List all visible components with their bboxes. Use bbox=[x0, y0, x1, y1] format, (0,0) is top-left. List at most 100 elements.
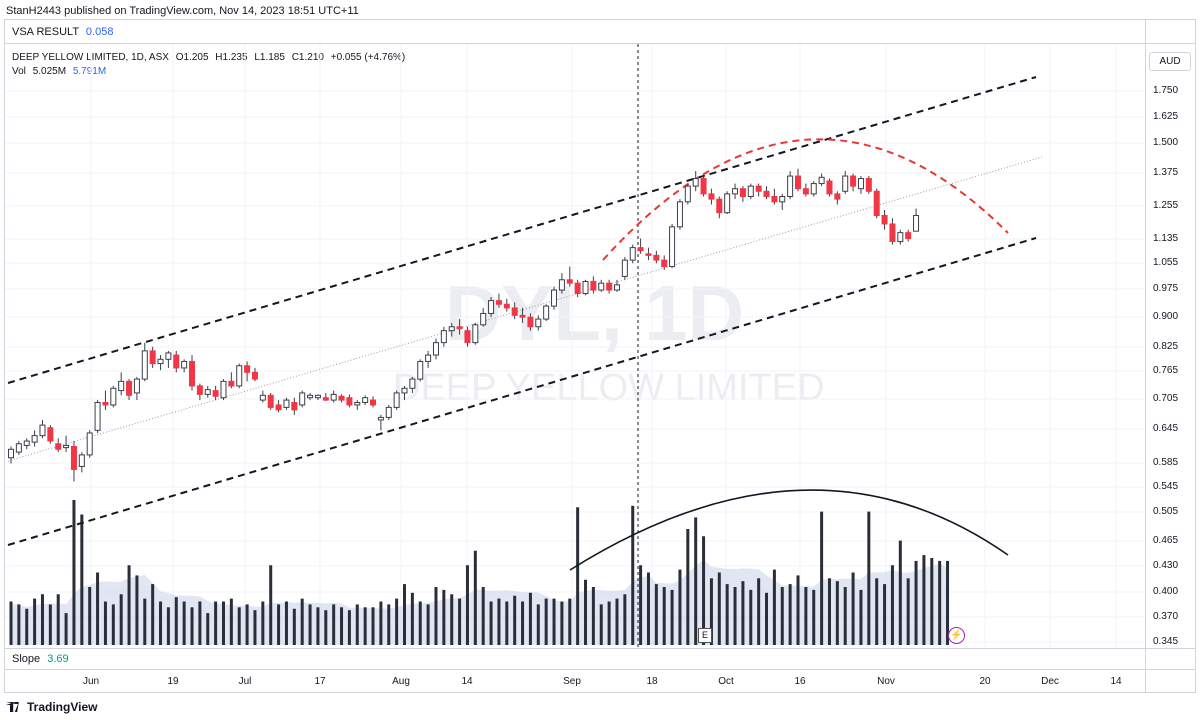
tradingview-logo[interactable]: TradingView bbox=[6, 700, 97, 714]
volume-bar bbox=[584, 579, 588, 645]
y-tick-label: 1.375 bbox=[1153, 167, 1179, 178]
volume-bar bbox=[796, 575, 800, 645]
vsa-legend[interactable]: VSA RESULT 0.058 bbox=[12, 26, 113, 38]
candle-body bbox=[637, 247, 644, 252]
volume-bar bbox=[40, 594, 44, 645]
volume-ma-value: 5.791M bbox=[72, 66, 107, 77]
volume-bar bbox=[576, 507, 580, 645]
volume-bar bbox=[914, 560, 918, 645]
candle-body bbox=[23, 440, 30, 446]
volume-bar bbox=[206, 613, 210, 645]
candle-body bbox=[889, 223, 896, 243]
volume-bar bbox=[505, 601, 509, 645]
watermark-company: DEEP YELLOW LIMITED bbox=[393, 367, 825, 409]
brand-label: TradingView bbox=[27, 700, 98, 714]
volume-bar bbox=[72, 500, 76, 645]
candle-body bbox=[842, 175, 849, 192]
candle-body bbox=[692, 178, 699, 187]
x-tick-label: 14 bbox=[461, 676, 473, 687]
volume-bar bbox=[859, 589, 863, 645]
volume-bar bbox=[788, 584, 792, 645]
volume-bar bbox=[64, 613, 68, 645]
candle-body bbox=[338, 395, 345, 401]
pane-separator-top bbox=[4, 43, 1196, 44]
volume-bar bbox=[17, 604, 21, 645]
volume-bar bbox=[694, 517, 698, 645]
candle-body bbox=[118, 380, 125, 392]
candle-body bbox=[905, 232, 912, 240]
y-tick-label: 0.585 bbox=[1153, 457, 1179, 468]
volume-bar bbox=[686, 529, 690, 645]
y-tick-label: 0.975 bbox=[1153, 283, 1179, 294]
candle-body bbox=[401, 387, 408, 394]
x-tick-label: 16 bbox=[794, 676, 806, 687]
volume-bar bbox=[316, 607, 320, 645]
candle-body bbox=[511, 307, 518, 316]
candle-body bbox=[834, 193, 841, 200]
volume-bar bbox=[875, 578, 879, 645]
x-tick-label: 19 bbox=[167, 676, 179, 687]
symbol-legend[interactable]: DEEP YELLOW LIMITED, 1D, ASX O1.205 H1.2… bbox=[12, 52, 405, 63]
earnings-badge[interactable]: E bbox=[698, 628, 712, 643]
volume-bar bbox=[772, 569, 776, 645]
slope-label: Slope bbox=[12, 653, 41, 665]
volume-bar bbox=[615, 598, 619, 645]
candle-body bbox=[78, 454, 85, 467]
price-arc bbox=[602, 138, 1009, 261]
candle-body bbox=[897, 232, 904, 243]
volume-bar bbox=[332, 604, 336, 645]
candle-body bbox=[126, 380, 133, 396]
x-tick-label: 18 bbox=[646, 676, 658, 687]
candle-body bbox=[881, 214, 888, 225]
candle-body bbox=[676, 201, 683, 228]
candle-body bbox=[251, 371, 258, 380]
volume-bar bbox=[812, 589, 816, 645]
volume-value: 5.025M bbox=[32, 66, 67, 77]
candle-body bbox=[574, 282, 581, 295]
volume-bar bbox=[725, 584, 729, 645]
candle-body bbox=[204, 389, 211, 395]
candle-body bbox=[771, 196, 778, 203]
volume-bar bbox=[347, 610, 351, 645]
volume-bar bbox=[143, 598, 147, 645]
volume-bar bbox=[702, 536, 706, 645]
volume-bar bbox=[300, 598, 304, 645]
volume-bar bbox=[159, 601, 163, 645]
volume-legend[interactable]: Vol 5.025M 5.791M bbox=[12, 66, 106, 77]
candle-body bbox=[606, 282, 613, 291]
dividend-icon[interactable]: ⚡ bbox=[948, 627, 965, 644]
candle-body bbox=[173, 354, 180, 369]
volume-label: Vol bbox=[12, 66, 26, 77]
y-tick-label: 0.705 bbox=[1153, 393, 1179, 404]
slope-legend[interactable]: Slope 3.69 bbox=[12, 653, 69, 665]
price-change: +0.055 (+4.76%) bbox=[330, 52, 406, 63]
y-tick-label: 0.900 bbox=[1153, 311, 1179, 322]
volume-bar bbox=[410, 592, 414, 645]
volume-bar bbox=[804, 587, 808, 645]
y-tick-label: 0.400 bbox=[1153, 586, 1179, 597]
currency-badge[interactable]: AUD bbox=[1149, 52, 1191, 71]
vsa-value: 0.058 bbox=[85, 26, 114, 38]
volume-bar bbox=[363, 607, 367, 645]
candle-body bbox=[818, 176, 825, 185]
volume-bar bbox=[403, 584, 406, 645]
candle-body bbox=[393, 392, 400, 408]
volume-bar bbox=[245, 604, 249, 645]
volume-bar bbox=[292, 608, 296, 645]
y-tick-label: 0.825 bbox=[1153, 341, 1179, 352]
volume-bar bbox=[308, 604, 312, 645]
volume-bar bbox=[434, 587, 438, 645]
candle-body bbox=[865, 178, 872, 192]
volume-bar bbox=[670, 589, 674, 645]
candle-body bbox=[8, 448, 14, 459]
volume-bar bbox=[33, 598, 37, 645]
candle-body bbox=[724, 193, 731, 214]
tradingview-icon bbox=[6, 702, 19, 712]
candle-body bbox=[747, 185, 754, 198]
y-tick-label: 1.055 bbox=[1153, 257, 1179, 268]
volume-bar bbox=[851, 572, 855, 645]
ohlc-close: C1.210 bbox=[291, 52, 324, 63]
vsa-label: VSA RESULT bbox=[12, 26, 79, 38]
candle-body bbox=[795, 175, 801, 190]
